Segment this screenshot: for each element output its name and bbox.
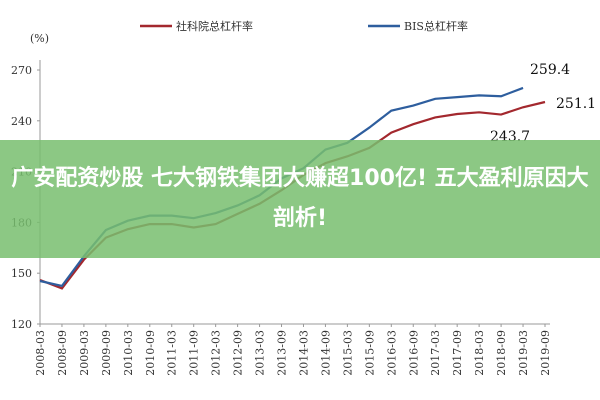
x-tick-label: 2014-09 — [319, 330, 332, 376]
x-tick-label: 2018-09 — [495, 330, 508, 376]
y-tick-label: 150 — [11, 267, 32, 280]
banner[interactable]: 广安配资炒股 七大钢铁集团大赚超100亿! 五大盈利原因大剖析! — [0, 140, 600, 258]
banner-text[interactable]: 广安配资炒股 七大钢铁集团大赚超100亿! 五大盈利原因大剖析! — [11, 166, 589, 231]
x-tick-label: 2016-09 — [407, 330, 420, 376]
x-tick-label: 2017-03 — [429, 330, 442, 376]
x-tick-label: 2011-03 — [166, 330, 179, 376]
x-tick-label: 2012-09 — [232, 330, 245, 376]
x-tick-label: 2017-09 — [451, 330, 464, 376]
x-tick-label: 2010-03 — [122, 330, 135, 376]
x-tick-label: 2012-03 — [210, 330, 223, 376]
x-tick-label: 2009-09 — [100, 330, 113, 376]
x-tick-label: 2018-03 — [473, 330, 486, 376]
y-tick-label: 240 — [11, 115, 32, 128]
unit-label: (%) — [30, 32, 49, 45]
x-tick-label: 2014-03 — [297, 330, 310, 376]
x-tick-label: 2008-03 — [34, 330, 47, 376]
legend-label: BIS总杠杆率 — [404, 19, 468, 33]
x-tick-label: 2009-03 — [78, 330, 91, 376]
x-tick-label: 2011-09 — [188, 330, 201, 376]
x-tick-label: 2013-09 — [276, 330, 289, 376]
annotation: 251.1 — [556, 96, 596, 112]
x-tick-label: 2013-03 — [254, 330, 267, 376]
x-tick-label: 2008-09 — [56, 330, 69, 376]
x-tick-label: 2019-03 — [517, 330, 530, 376]
x-tick-label: 2016-03 — [385, 330, 398, 376]
x-tick-label: 2015-09 — [363, 330, 376, 376]
legend-label: 社科院总杠杆率 — [176, 19, 253, 33]
x-tick-label: 2010-09 — [144, 330, 157, 376]
y-tick-label: 270 — [11, 64, 32, 77]
x-tick-label: 2019-09 — [539, 330, 552, 376]
x-tick-label: 2015-03 — [341, 330, 354, 376]
y-tick-label: 120 — [11, 318, 32, 331]
annotation: 259.4 — [530, 62, 570, 78]
